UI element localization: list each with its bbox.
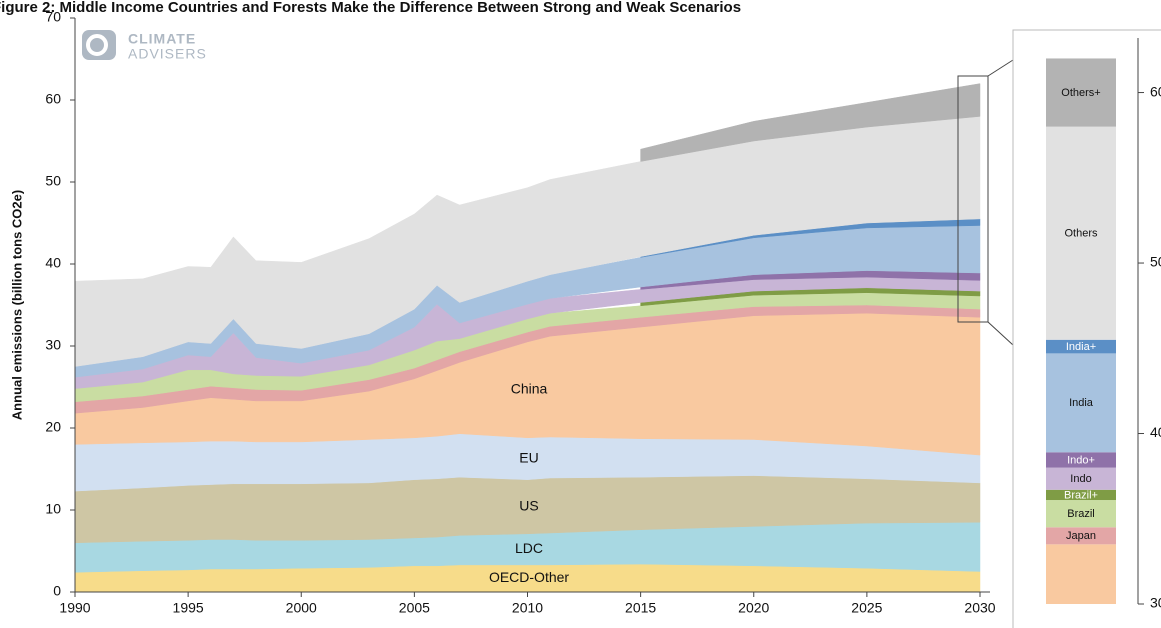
inset-segment (1046, 527, 1116, 545)
y-tick-label: 50 (45, 173, 61, 189)
y-tick-label: 0 (53, 583, 61, 599)
logo: CLIMATE ADVISERS (82, 30, 207, 62)
inset-label: Japan (1066, 530, 1096, 542)
y-tick-label: 70 (45, 9, 61, 25)
logo-text: ADVISERS (128, 46, 207, 62)
x-tick-label: 2020 (738, 600, 769, 616)
inset-segment (1046, 500, 1116, 528)
zoom-box (957, 75, 989, 323)
areas: OECD-Other LDC US EU China (74, 83, 981, 593)
area-label: China (511, 381, 548, 397)
logo-text: CLIMATE (128, 31, 196, 47)
area (74, 116, 981, 367)
inset-segment (1046, 126, 1116, 340)
inset-label: Brazil+ (1064, 489, 1098, 501)
y-tick-label: 60 (45, 91, 61, 107)
x-tick-label: 2025 (851, 600, 882, 616)
inset-tick-label: 30 (1150, 595, 1161, 611)
inset-label: India (1069, 397, 1094, 409)
inset-label: India+ (1066, 341, 1096, 353)
inset-segment (1046, 339, 1116, 354)
inset-label: Brazil (1067, 508, 1095, 520)
inset-label: Others (1064, 228, 1098, 240)
x-tick-label: 2000 (286, 600, 317, 616)
y-axis-label: Annual emissions (billion tons CO2e) (9, 190, 24, 420)
inset-segment (1046, 353, 1116, 453)
area-label: LDC (515, 540, 543, 556)
inset-segment (1046, 452, 1116, 468)
inset-segment (1046, 544, 1116, 604)
inset-label: Indo (1070, 473, 1091, 485)
y-tick-label: 30 (45, 337, 61, 353)
x-tick-label: 1995 (173, 600, 204, 616)
x-tick-label: 2015 (625, 600, 656, 616)
inset-segment (1046, 58, 1116, 127)
area-label: EU (519, 449, 538, 465)
inset-segment (1046, 467, 1116, 490)
inset-label: Others+ (1061, 87, 1100, 99)
area-label: US (519, 497, 538, 513)
chart-title: Figure 2: Middle Income Countries and Fo… (0, 0, 741, 16)
x-tick-label: 2005 (399, 600, 430, 616)
inset-label: Indo+ (1067, 454, 1095, 466)
x-tick-label: 2010 (512, 600, 543, 616)
inset-segment (1046, 489, 1116, 501)
inset-tick-label: 50 (1150, 254, 1161, 270)
y-tick-label: 10 (45, 501, 61, 517)
zoom-connector (987, 321, 1014, 346)
inset-tick-label: 60 (1150, 83, 1161, 99)
area-label: OECD-Other (489, 569, 569, 585)
inset-tick-label: 40 (1150, 424, 1161, 440)
x-tick-label: 1990 (59, 600, 90, 616)
logo-icon (86, 34, 108, 56)
area (640, 83, 981, 162)
x-tick-label: 2030 (964, 600, 995, 616)
y-tick-label: 40 (45, 255, 61, 271)
y-tick-label: 20 (45, 419, 61, 435)
zoom-connector (987, 59, 1014, 77)
